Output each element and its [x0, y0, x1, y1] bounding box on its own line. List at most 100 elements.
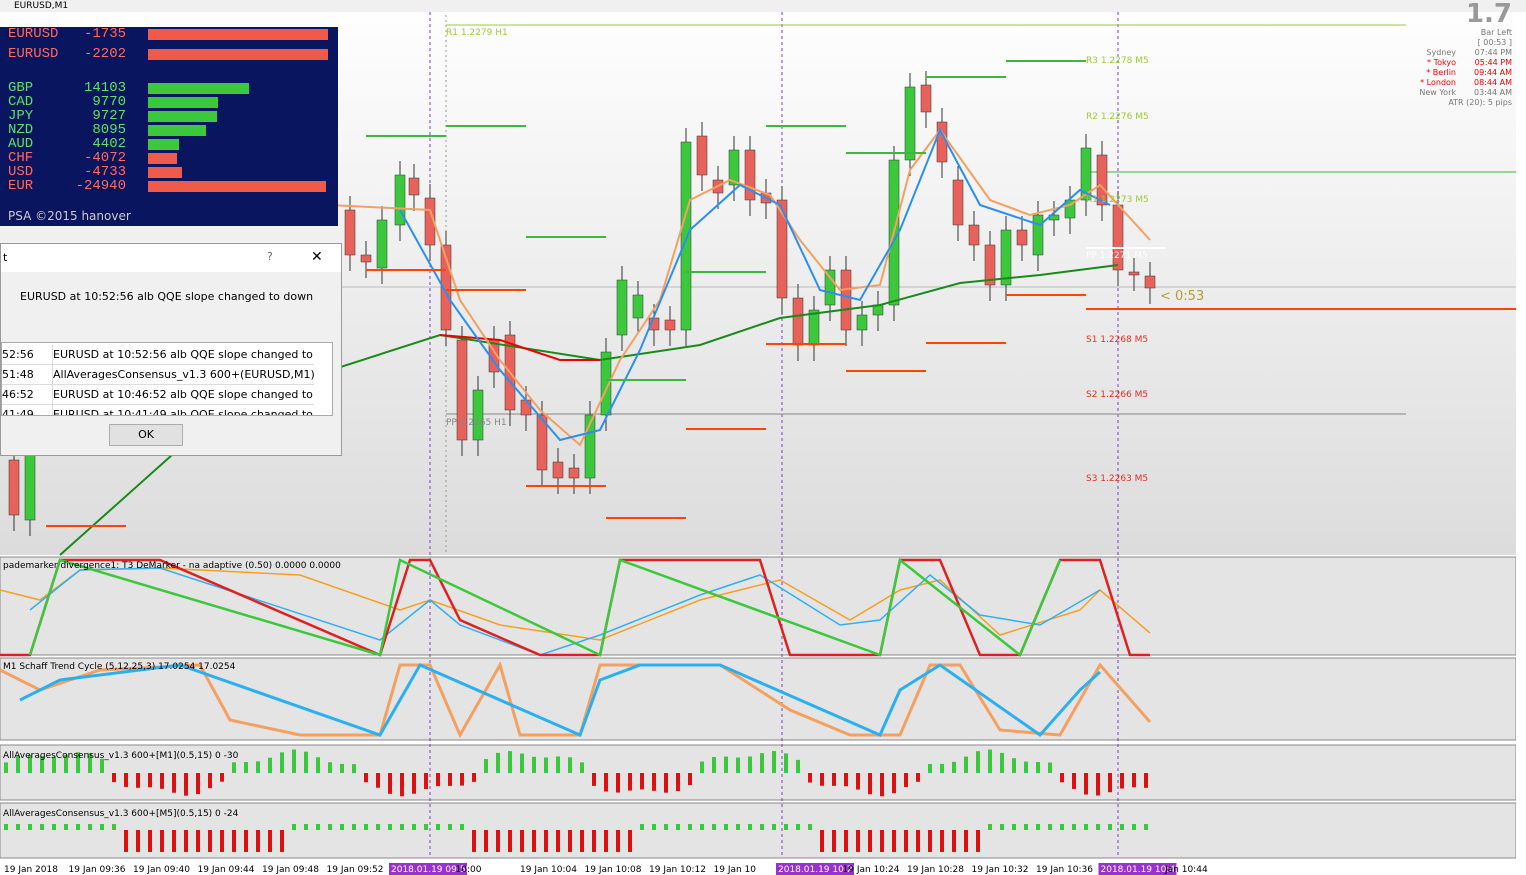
hist-bar [520, 753, 524, 773]
currency-name: EURUSD [8, 26, 59, 42]
hist-bar [748, 824, 752, 830]
currency-name: JPY [8, 108, 34, 124]
candle-body [744, 149, 756, 201]
hist-bar [376, 824, 380, 830]
indicator-label: M1 Schaff Trend Cycle (5,12,25,3) 17.025… [3, 662, 236, 672]
hist-bar [796, 759, 800, 773]
hist-bar [1108, 824, 1112, 830]
alert-row[interactable]: 41:49 EURUSD at 10:41:49 alb QQE slope ch… [2, 405, 314, 416]
strength-bar [148, 181, 327, 192]
close-button[interactable]: ✕ [311, 249, 323, 265]
hist-bar [916, 773, 920, 782]
hist-bar [172, 830, 176, 852]
session-row: * Berlin 09:44 AM [1390, 68, 1512, 78]
alert-row[interactable]: 51:48 AllAveragesConsensus_v1.3 600+(EURU… [2, 365, 314, 385]
currency-value: 9727 [92, 108, 126, 124]
hist-bar [208, 773, 212, 789]
hist-bar [1084, 773, 1088, 795]
alert-row[interactable]: 46:52 EURUSD at 10:46:52 alb QQE slope ch… [2, 385, 314, 405]
hist-bar [724, 824, 728, 830]
hist-bar [544, 757, 548, 773]
hist-bar [928, 764, 932, 773]
hist-bar [328, 824, 332, 830]
alert-list[interactable]: 52:56 EURUSD at 10:52:56 alb QQE slope ch… [1, 342, 333, 416]
hist-bar [4, 762, 8, 773]
candle-body [536, 414, 548, 471]
hist-bar [208, 830, 212, 852]
hist-bar [664, 824, 668, 830]
candle-body [696, 135, 708, 176]
spread: 1.7 [1465, 0, 1512, 29]
hist-bar [340, 824, 344, 830]
alert-row[interactable]: 52:56 EURUSD at 10:52:56 alb QQE slope ch… [2, 345, 314, 365]
session-name: * Tokyo [1427, 58, 1456, 67]
hist-bar [484, 830, 488, 852]
currency-value: -1735 [83, 26, 126, 42]
hist-bar [232, 762, 236, 773]
candle-body [952, 179, 964, 226]
strength-bar [148, 49, 328, 60]
slow-ma-down [439, 334, 600, 361]
hist-bar [832, 773, 836, 786]
candle-body [728, 149, 740, 186]
strength-bar [148, 139, 180, 150]
hist-bar [364, 824, 368, 830]
hist-bar [244, 830, 248, 852]
ok-button[interactable]: OK [109, 424, 183, 446]
hist-bar [436, 773, 440, 787]
alert-time: 41:49 [2, 408, 34, 416]
currency-name: EUR [8, 178, 34, 194]
hist-bar [520, 830, 524, 852]
alert-text: EURUSD at 10:41:49 alb QQE slope changed… [52, 405, 314, 415]
hist-bar [292, 749, 296, 773]
alert-text: AllAveragesConsensus_v1.3 600+(EURUSD,M1… [52, 365, 314, 384]
hist-bar [484, 759, 488, 773]
hist-bar [1012, 758, 1016, 773]
candle-body [376, 219, 388, 269]
time-label: 19 Jan 09:40 [133, 865, 190, 875]
candle-body [1000, 229, 1012, 286]
hist-bar [1120, 773, 1124, 789]
currency-value: 14103 [83, 80, 126, 96]
hist-bar [448, 824, 452, 830]
title-bar: EURUSD,M1 [0, 0, 1526, 12]
hist-bar [16, 824, 20, 830]
hist-bar [724, 756, 728, 773]
hist-bar [640, 824, 644, 830]
time-label: 19 Jan 10:32 [972, 865, 1029, 875]
session-time: 08:44 AM [1474, 78, 1512, 87]
candle-body [584, 414, 596, 479]
panel-footer: PSA ©2015 hanover [8, 209, 131, 223]
indicator-label: AllAveragesConsensus_v1.3 600+[M5](0.5,1… [3, 809, 239, 819]
hist-bar [352, 764, 356, 773]
time-label: Jan 10:44 [1164, 865, 1208, 875]
hist-bar [424, 824, 428, 830]
strength-bar [148, 29, 328, 40]
hist-bar [628, 830, 632, 852]
hist-bar [148, 830, 152, 852]
hist-bar [568, 830, 572, 852]
session-name: New York [1419, 88, 1456, 97]
hist-bar [124, 773, 128, 787]
hist-bar [940, 830, 944, 852]
hist-bar [316, 757, 320, 773]
session-time: 05:44 PM [1474, 58, 1512, 67]
hist-bar [820, 773, 824, 786]
hist-bar [184, 830, 188, 852]
hist-bar [736, 757, 740, 773]
hist-bar [988, 824, 992, 830]
alert-time: 52:56 [2, 348, 34, 361]
hist-bar [1024, 824, 1028, 830]
indicator-label: pademarker divergence1: T3 DeMarker - na… [3, 561, 341, 571]
atr: ATR (20): 5 pips [1448, 98, 1512, 107]
hist-bar [868, 830, 872, 852]
hist-bar [256, 761, 260, 773]
hist-bar [952, 830, 956, 852]
window-title: EURUSD,M1 [14, 1, 69, 11]
hist-bar [832, 830, 836, 852]
hist-bar [232, 830, 236, 852]
hist-bar [100, 758, 104, 773]
help-button[interactable]: ? [267, 250, 273, 263]
